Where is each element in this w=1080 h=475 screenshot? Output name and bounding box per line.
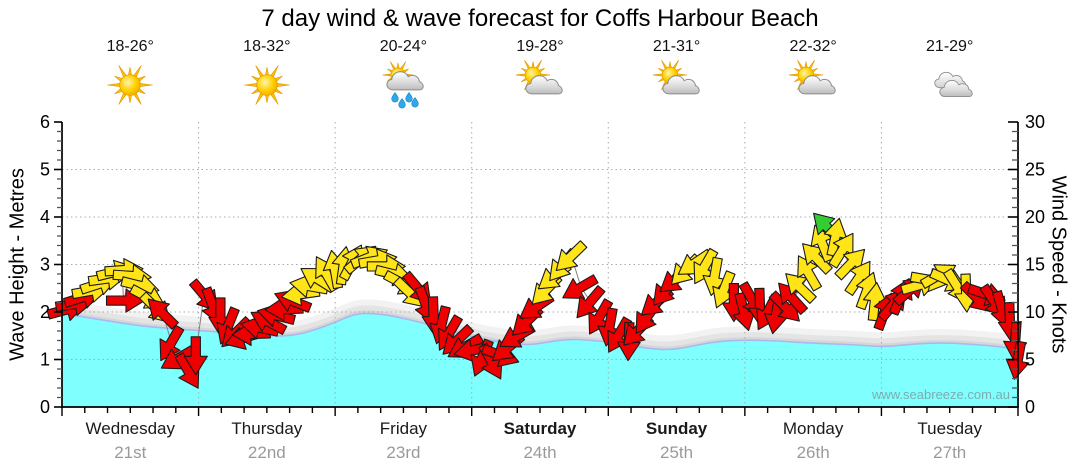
- watermark: www.seabreeze.com.au: [871, 387, 1010, 402]
- right-tick-label: 10: [1025, 302, 1045, 322]
- day-name-label: Wednesday: [85, 419, 176, 438]
- day-temp-label: 22-32°: [789, 38, 837, 55]
- wind-arrow-yellow: [702, 256, 727, 297]
- raindrop-icon-part: [411, 97, 420, 108]
- wind-arrow-red: [576, 285, 606, 319]
- wind-arrow-red: [732, 291, 756, 332]
- left-tick-label: 0: [40, 397, 50, 417]
- wind-arrow-red: [562, 274, 599, 300]
- wind-arrow-red: [183, 336, 208, 376]
- weather-icon-sun-cloud: [789, 60, 836, 95]
- weather-icon-sun-rain: [382, 61, 425, 109]
- wind-arrow-red: [147, 298, 179, 330]
- weather-icon-sunny: [107, 65, 154, 105]
- wind-arrow-yellow: [834, 248, 866, 281]
- left-tick-label: 4: [40, 207, 50, 227]
- right-tick-label: 25: [1025, 160, 1045, 180]
- weather-icon-sun-cloud: [516, 60, 563, 95]
- day-name-label: Monday: [782, 419, 844, 438]
- day-date-label: 25th: [660, 443, 694, 462]
- cloud-icon-part: [525, 75, 563, 95]
- left-tick-label: 3: [40, 255, 50, 275]
- right-tick-label: 5: [1025, 350, 1035, 370]
- day-name-label: Thursday: [231, 419, 303, 438]
- raindrop-icon-part: [398, 98, 407, 109]
- day-name-label: Tuesday: [917, 419, 982, 438]
- cloud-icon-part: [939, 79, 973, 98]
- left-axis-title: Wave Height - Metres: [6, 168, 29, 361]
- chart-title: 7 day wind & wave forecast for Coffs Har…: [261, 5, 819, 32]
- left-tick-label: 5: [40, 160, 50, 180]
- day-name-label: Friday: [379, 419, 428, 438]
- day-date-label: 21st: [114, 443, 147, 462]
- left-tick-label: 2: [40, 302, 50, 322]
- left-tick-label: 6: [40, 112, 50, 132]
- right-tick-label: 20: [1025, 207, 1045, 227]
- wind-arrow-yellow: [828, 232, 854, 269]
- right-tick-label: 15: [1025, 255, 1045, 275]
- day-temp-label: 18-26°: [106, 38, 154, 55]
- day-name-label: Saturday: [503, 419, 577, 438]
- right-tick-label: 0: [1025, 397, 1035, 417]
- weather-icon-cloudy: [934, 71, 973, 98]
- wind-arrow-red: [597, 307, 622, 347]
- raindrop-icon-part: [405, 92, 414, 103]
- wind-arrow-yellow: [693, 247, 719, 285]
- axes: 0 1 2 3 4 5 6 0 5 10 15 20 25 30: [40, 112, 1045, 417]
- sun-icon-part: [244, 65, 290, 105]
- day-date-label: 22nd: [247, 443, 286, 462]
- day-name-label: Sunday: [645, 419, 708, 438]
- cloud-icon-part: [661, 75, 700, 95]
- day-date-label: 23rd: [386, 443, 421, 462]
- day-date-label: 26th: [796, 443, 830, 462]
- day-date-label: 24th: [523, 443, 557, 462]
- sun-icon-part: [107, 65, 154, 105]
- wind-arrow-red: [159, 324, 185, 362]
- wave-area: [62, 313, 1018, 407]
- cloud-icon-part: [798, 75, 836, 95]
- right-tick-label: 30: [1025, 112, 1045, 132]
- wind-arrow-red: [588, 298, 614, 335]
- wind-arrow-red: [768, 290, 800, 322]
- right-axis-title: Wind Speed - Knots: [1047, 175, 1070, 354]
- wind-arrows: [46, 212, 1030, 389]
- day-temp-label: 19-28°: [516, 38, 564, 55]
- wind-arrow-yellow: [555, 240, 588, 272]
- weather-icon-sunny: [244, 65, 290, 105]
- wind-arrow-yellow: [844, 260, 871, 297]
- day-date-label: 27th: [933, 443, 967, 462]
- cloud-icon-part: [386, 71, 425, 91]
- day-temp-label: 18-32°: [243, 38, 291, 55]
- day-temp-label: 21-31°: [652, 38, 701, 55]
- raindrop-icon-part: [391, 92, 400, 103]
- wind-arrow-yellow: [802, 243, 833, 275]
- left-tick-label: 1: [40, 350, 50, 370]
- wind-arrow-yellow: [785, 273, 817, 304]
- day-temp-label: 21-29°: [926, 38, 974, 55]
- weather-icon-sun-cloud: [652, 60, 700, 95]
- day-temp-label: 20-24°: [379, 38, 428, 55]
